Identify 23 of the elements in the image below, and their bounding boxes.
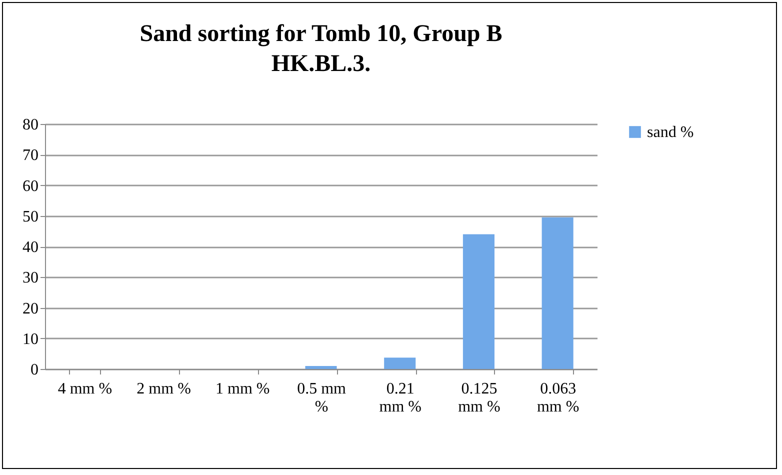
legend-label: sand % <box>647 124 694 141</box>
x-tick-label: 1 mm % <box>216 380 270 398</box>
y-tick-label: 60 <box>22 178 38 195</box>
y-tick-label: 50 <box>22 208 38 226</box>
bar <box>542 217 574 369</box>
x-tick-label: 0.5 mm % <box>297 380 346 416</box>
x-tick-label: 0.063 mm % <box>536 380 580 416</box>
text: HK.BL.3. <box>271 51 371 77</box>
x-tick-label: 0.21 mm % <box>379 380 422 416</box>
x-tick-label: 0.125 mm % <box>458 380 500 416</box>
y-tick-label: 70 <box>22 147 38 164</box>
y-tick-label: 0 <box>30 362 38 378</box>
bar <box>384 358 416 369</box>
bar <box>305 366 337 369</box>
text: Sand sorting for Tomb 10, Group B <box>140 21 502 47</box>
y-tick-label: 80 <box>22 116 38 134</box>
y-tick-label: 40 <box>22 239 38 256</box>
x-tick-label: 4 mm % <box>58 380 112 398</box>
y-tick-label: 10 <box>22 330 38 348</box>
x-tick-label: 2 mm % <box>136 380 191 398</box>
y-tick-label: 30 <box>22 270 38 287</box>
bar <box>462 234 494 369</box>
y-tick-label: 20 <box>22 300 38 318</box>
